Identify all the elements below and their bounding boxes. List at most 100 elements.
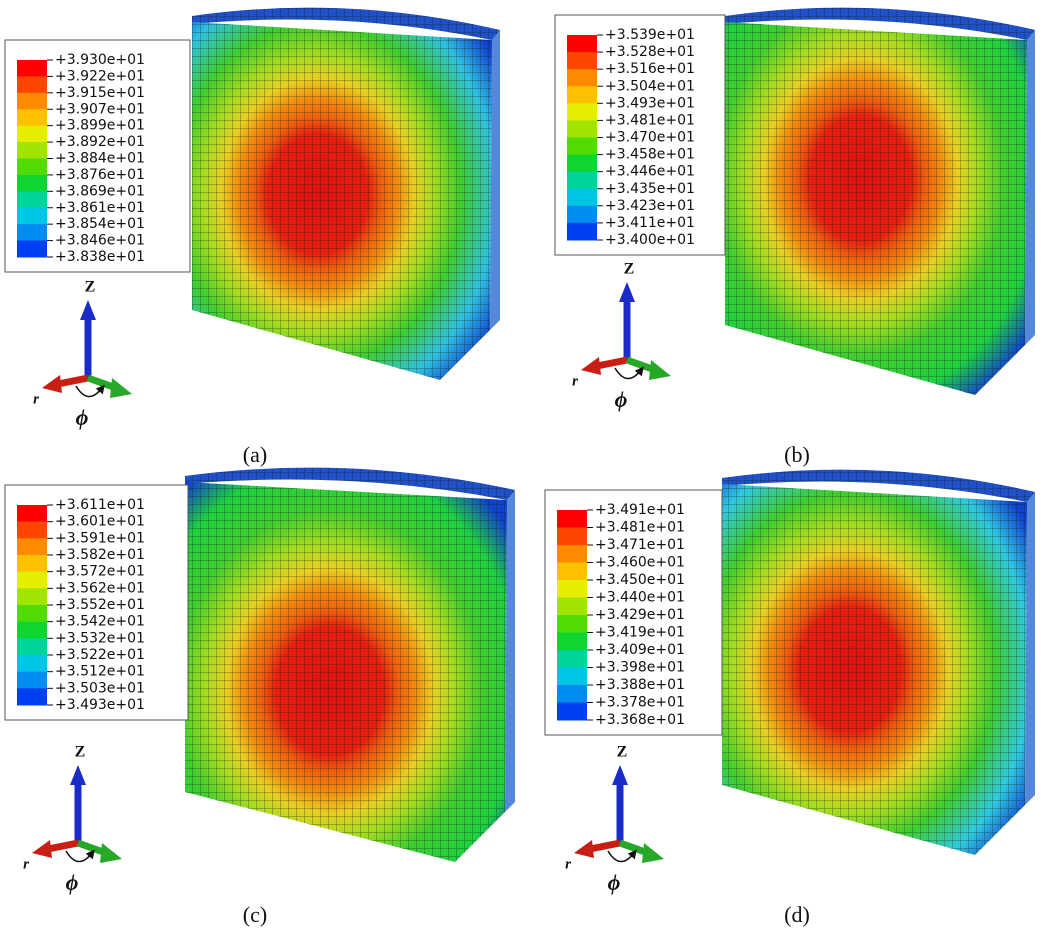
legend-label: +3.470e+01 [605,130,695,146]
legend-band [567,35,597,53]
axis-r-label: r [572,373,578,389]
legend-band [557,527,587,546]
legend-band [17,505,47,523]
legend-band [17,224,47,242]
axis-r [589,839,621,853]
legend-band [557,510,587,528]
legend-label: +3.481e+01 [605,112,695,128]
axis-z-head [619,282,635,302]
legend-band [557,667,587,686]
legend-label: +3.400e+01 [605,232,695,248]
axis-z-label: Z [85,279,96,296]
cylinder-mesh [722,484,1027,855]
legend-band [17,538,47,556]
axis-phi-label: ϕ [615,387,628,412]
legend-band [567,154,597,173]
panel-caption: (d) [784,902,810,927]
legend-band [17,76,47,94]
legend-label: +3.907e+01 [55,101,145,117]
panel: +3.491e+01 +3.481e+01+3.471e+01 +3.460e+01… [544,469,1035,927]
legend-band [17,555,47,573]
legend-label: +3.876e+01 [55,167,145,183]
axis-z-head [80,300,96,320]
legend-label: +3.419e+01 [595,625,685,641]
axis-phi-head [100,843,122,863]
legend-label: +3.388e+01 [595,677,685,693]
legend-label: +3.493e+01 [55,697,145,713]
legend-label: +3.368e+01 [595,712,685,728]
legend-label: +3.528e+01 [605,44,695,60]
legend-band [567,171,597,190]
axis-r [596,356,628,370]
legend-band [17,655,47,673]
axis-r-label: r [23,856,29,872]
axis-z-label: Z [624,261,635,278]
phi-arc [65,849,95,863]
panel-caption: (a) [243,442,267,467]
axis-r [57,374,89,388]
axis-z-label: Z [75,744,86,761]
legend-label: +3.440e+01 [595,590,685,606]
axis-z-head [70,765,86,785]
legend-band [567,103,597,121]
legend-band [557,580,587,598]
legend-label: +3.869e+01 [55,183,145,199]
legend-label: +3.471e+01 [595,537,685,553]
legend-label: +3.512e+01 [55,664,145,680]
legend-band [17,605,47,623]
legend-band [567,86,597,104]
legend-label: +3.423e+01 [605,198,695,214]
legend-label: +3.409e+01 [595,642,685,658]
cylinder-side [975,30,1035,395]
legend-label: +3.601e+01 [55,514,145,530]
legend-band [567,222,597,241]
legend-label: +3.892e+01 [55,134,145,150]
panel: +3.611e+01+3.601e+01+3.591e+01+3.582e+01… [4,467,515,927]
axis-phi-head [649,360,671,380]
legend-label: +3.493e+01 [605,95,695,111]
legend-label: +3.915e+01 [55,85,145,101]
legend-label: +3.491e+01 [595,502,685,518]
axis-r-head [574,840,594,858]
cylinder-side [975,492,1035,855]
axis-r-head [581,357,601,375]
legend-band [17,638,47,656]
panel-caption: (c) [243,902,267,927]
legend-label: +3.435e+01 [605,181,695,197]
legend-label: +3.446e+01 [605,164,695,180]
axis-phi-label: ϕ [608,870,621,895]
cylinder-side [440,30,500,380]
legend-band [567,137,597,156]
legend-label: +3.429e+01 [595,607,685,623]
legend-band [567,69,597,87]
cylinder-top-mesh [725,7,1035,40]
legend-label: +3.552e+01 [55,597,145,613]
legend-label: +3.458e+01 [605,147,695,163]
legend-band [567,120,597,138]
legend-band [17,125,47,143]
legend-band [17,207,47,225]
panel: +3.539e+01+3.528e+01+3.516e+01+3.504e+01… [554,7,1035,467]
legend-label: +3.460e+01 [595,555,685,571]
legend-label: +3.522e+01 [55,647,145,663]
legend-band [567,188,597,207]
legend-band [557,545,587,563]
panel-caption: (b) [784,442,810,467]
legend-band [557,685,587,703]
legend-band [557,702,587,721]
legend-label: +3.611e+01 [55,497,145,513]
legend-band [17,688,47,706]
legend-label: +3.854e+01 [55,216,145,232]
legend-band [17,588,47,606]
legend-label: +3.591e+01 [55,530,145,546]
legend-label: +3.532e+01 [55,630,145,646]
legend-label: +3.481e+01 [595,520,685,536]
axis-phi-head [110,378,132,398]
legend-label: +3.516e+01 [605,61,695,77]
cylinder-mesh [725,22,1027,395]
cylinder-side [455,490,515,862]
axis-r-head [32,840,52,858]
legend-band [17,60,47,77]
